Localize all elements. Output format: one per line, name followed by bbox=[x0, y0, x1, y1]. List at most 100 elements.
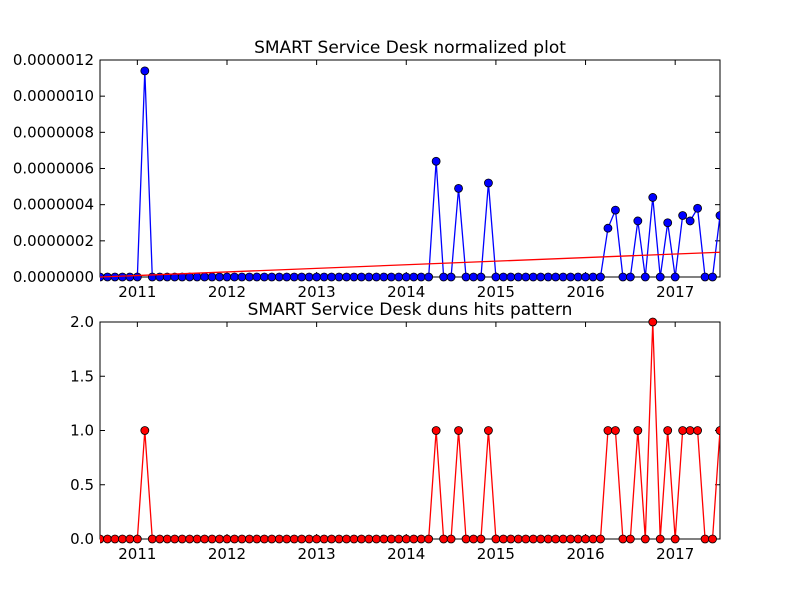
data-point bbox=[200, 272, 209, 282]
data-point bbox=[222, 534, 232, 544]
data-point bbox=[364, 534, 374, 544]
data-point bbox=[551, 272, 561, 282]
data-point bbox=[685, 216, 695, 226]
data-point bbox=[618, 534, 628, 544]
data-point bbox=[319, 534, 329, 544]
trend-line bbox=[100, 251, 720, 278]
data-point bbox=[618, 272, 628, 282]
data-point bbox=[536, 272, 546, 282]
x-tick-label: 2013 bbox=[298, 545, 336, 563]
data-point bbox=[252, 534, 262, 544]
data-point bbox=[424, 534, 434, 544]
data-point bbox=[379, 272, 389, 282]
y-tick-label: 0.0000002 bbox=[13, 232, 94, 250]
data-point bbox=[177, 534, 187, 544]
data-point bbox=[230, 534, 239, 544]
data-point bbox=[558, 534, 568, 544]
data-point bbox=[147, 534, 157, 544]
data-point bbox=[140, 426, 150, 435]
data-point bbox=[185, 534, 195, 544]
series-group bbox=[100, 66, 720, 282]
x-tick-label: 2016 bbox=[566, 545, 604, 563]
data-point bbox=[267, 534, 277, 544]
data-point bbox=[207, 534, 217, 544]
y-tick-label: 0.0000000 bbox=[13, 268, 94, 286]
data-point bbox=[611, 426, 620, 435]
data-point bbox=[334, 534, 344, 544]
x-tick-label: 2011 bbox=[118, 545, 156, 563]
data-point bbox=[506, 534, 516, 544]
x-tick-label: 2014 bbox=[387, 283, 425, 301]
data-point bbox=[678, 426, 688, 435]
data-point bbox=[484, 426, 493, 435]
data-point bbox=[394, 534, 404, 544]
data-point bbox=[304, 534, 314, 544]
data-point bbox=[342, 272, 351, 282]
data-point bbox=[439, 272, 449, 282]
data-point bbox=[215, 272, 224, 282]
data-point bbox=[685, 426, 695, 435]
data-point bbox=[110, 534, 120, 544]
data-point bbox=[476, 534, 486, 544]
data-point bbox=[170, 534, 180, 544]
data-point bbox=[581, 272, 590, 282]
data-point bbox=[371, 534, 381, 544]
data-point bbox=[431, 156, 441, 166]
data-point bbox=[274, 534, 284, 544]
data-point bbox=[625, 534, 635, 544]
data-point bbox=[461, 534, 471, 544]
data-point bbox=[670, 534, 680, 544]
data-point bbox=[125, 534, 135, 544]
plot-frame bbox=[99, 321, 721, 540]
data-point bbox=[431, 426, 441, 435]
data-point bbox=[596, 272, 605, 282]
data-point bbox=[670, 272, 680, 282]
data-point bbox=[506, 272, 516, 282]
data-point bbox=[349, 534, 359, 544]
data-point bbox=[446, 272, 456, 282]
data-point bbox=[282, 272, 292, 282]
data-point bbox=[244, 272, 254, 282]
data-point bbox=[708, 272, 717, 282]
data-point bbox=[342, 534, 351, 544]
data-point bbox=[125, 272, 135, 282]
data-point bbox=[678, 211, 688, 220]
y-tick-label: 0.0000008 bbox=[13, 123, 94, 141]
x-tick-label: 2012 bbox=[208, 545, 246, 563]
y-tick-label: 2.0 bbox=[70, 313, 94, 331]
data-point bbox=[566, 272, 576, 282]
data-point bbox=[215, 534, 224, 544]
data-point bbox=[401, 272, 411, 282]
series-line bbox=[100, 321, 720, 540]
data-point bbox=[655, 534, 665, 544]
data-point bbox=[625, 272, 635, 282]
data-point bbox=[491, 272, 501, 282]
y-tick-label: 0.5 bbox=[70, 476, 94, 494]
x-tick-label: 2011 bbox=[118, 283, 156, 301]
data-point bbox=[222, 272, 232, 282]
data-point bbox=[200, 534, 209, 544]
data-point bbox=[513, 272, 523, 282]
data-point bbox=[282, 534, 292, 544]
y-tick-label: 0.0 bbox=[70, 530, 94, 548]
data-point bbox=[424, 272, 434, 282]
data-point bbox=[648, 317, 658, 327]
data-point bbox=[663, 218, 673, 228]
data-point bbox=[633, 426, 643, 435]
data-point bbox=[312, 534, 322, 544]
data-point bbox=[454, 426, 463, 435]
data-point bbox=[132, 534, 142, 544]
data-point bbox=[259, 534, 269, 544]
data-point bbox=[267, 272, 277, 282]
data-point bbox=[394, 272, 404, 282]
data-point bbox=[543, 534, 553, 544]
data-point bbox=[521, 534, 531, 544]
data-point bbox=[416, 534, 426, 544]
data-point bbox=[655, 272, 665, 282]
data-point bbox=[476, 272, 486, 282]
data-point bbox=[439, 534, 449, 544]
data-point bbox=[357, 272, 366, 282]
plot-frame bbox=[99, 59, 721, 278]
normalized-plot: SMART Service Desk normalized plot 0.000… bbox=[13, 38, 721, 301]
y-tick-label: 1.5 bbox=[70, 367, 94, 385]
